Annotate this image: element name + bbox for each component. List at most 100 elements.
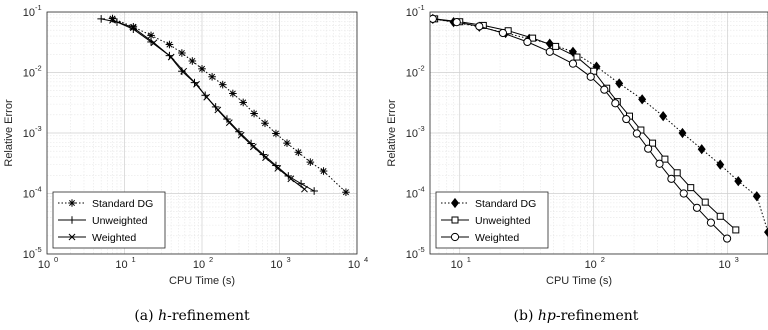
legend-item: Standard DG: [58, 198, 153, 210]
y-tick-label: 10: [406, 249, 418, 261]
data-point: [188, 57, 197, 65]
y-tick-exponent: -5: [418, 245, 425, 254]
x-axis-label: CPU Time (s): [169, 275, 235, 287]
data-point: [764, 227, 768, 238]
data-point: [649, 139, 657, 147]
data-point: [452, 18, 461, 27]
series-group: [430, 13, 768, 243]
data-point: [475, 22, 484, 31]
y-axis-label: Relative Error: [3, 99, 15, 167]
data-point: [178, 49, 186, 57]
data-point: [223, 115, 231, 123]
data-point: [552, 42, 560, 50]
data-point: [198, 65, 206, 73]
data-point: [167, 53, 175, 61]
legend-item: Unweighted: [441, 215, 531, 227]
x-tick-exponent: 3: [287, 255, 291, 264]
legend-label: Weighted: [475, 232, 519, 244]
data-point: [250, 109, 258, 118]
legend-item: Weighted: [58, 232, 136, 244]
x-tick-label: 10: [270, 259, 282, 271]
x-tick-exponent: 1: [467, 255, 471, 264]
y-tick-label: 10: [23, 128, 35, 140]
series-x: [109, 16, 308, 193]
legend: Standard DG Unweighted Weighted: [435, 191, 549, 249]
data-point: [523, 37, 532, 47]
y-tick-exponent: -1: [35, 3, 42, 12]
data-point: [272, 161, 280, 170]
data-point: [644, 144, 653, 153]
data-point: [237, 131, 245, 139]
data-point: [615, 78, 624, 89]
data-point: [697, 144, 706, 155]
data-point: [287, 175, 295, 183]
data-point: [600, 85, 609, 94]
x-tick-label: 10: [348, 259, 360, 271]
legend: Standard DG Unweighted Weighted: [52, 191, 166, 249]
y-tick-exponent: -4: [35, 185, 42, 194]
data-point: [659, 111, 668, 122]
y-tick-label: 10: [406, 7, 418, 19]
data-point: [611, 99, 620, 108]
y-tick-exponent: -2: [35, 64, 42, 73]
x-tick-exponent: 1: [132, 255, 136, 264]
data-point: [109, 16, 116, 24]
legend-marker: [451, 197, 459, 209]
x-tick-exponent: 2: [601, 255, 605, 264]
caption-a: (a) h-refinement: [134, 308, 250, 324]
data-point: [249, 143, 257, 151]
x-tick-exponent: 0: [54, 255, 58, 264]
y-tick-label: 10: [406, 128, 418, 140]
data-point: [687, 184, 695, 192]
data-point: [235, 127, 243, 136]
data-point: [262, 154, 269, 162]
data-point: [732, 226, 740, 234]
data-point: [638, 94, 647, 105]
data-point: [259, 150, 268, 159]
data-point: [218, 80, 227, 89]
data-point: [706, 218, 716, 227]
data-point: [247, 139, 255, 148]
data-point: [294, 148, 303, 157]
y-tick-exponent: -3: [35, 124, 42, 133]
x-tick-exponent: 3: [735, 255, 739, 264]
y-tick-exponent: -5: [35, 245, 42, 254]
data-point: [225, 119, 233, 127]
legend-item: Unweighted: [58, 215, 148, 227]
data-point: [430, 14, 437, 23]
x-tick-label: 10: [719, 259, 731, 271]
data-point: [716, 159, 725, 170]
data-point: [752, 191, 761, 202]
legend-marker: [68, 199, 76, 207]
data-point: [661, 155, 669, 163]
legend-marker: [450, 232, 460, 242]
data-point: [283, 139, 291, 147]
data-point: [261, 119, 269, 128]
data-point: [529, 34, 537, 42]
axes-frame: [429, 11, 768, 255]
series-circle: [430, 14, 732, 243]
y-tick-label: 10: [406, 68, 418, 80]
data-point: [678, 127, 687, 139]
data-point: [667, 174, 676, 183]
legend-item: Weighted: [441, 232, 519, 244]
data-point: [734, 176, 743, 187]
data-point: [310, 187, 318, 195]
data-point: [129, 24, 137, 32]
x-tick-exponent: 4: [364, 255, 368, 264]
x-tick-exponent: 2: [209, 255, 213, 264]
legend-label: Unweighted: [92, 215, 148, 227]
data-point: [301, 185, 308, 193]
data-point: [722, 234, 732, 243]
legend-label: Weighted: [92, 232, 136, 244]
data-point: [692, 203, 702, 212]
legend-item: Standard DG: [441, 197, 536, 210]
data-point: [573, 53, 581, 61]
series-asterisk: [108, 14, 350, 197]
legend-marker: [451, 216, 459, 224]
data-point: [274, 165, 282, 172]
x-tick-label: 10: [451, 259, 463, 271]
